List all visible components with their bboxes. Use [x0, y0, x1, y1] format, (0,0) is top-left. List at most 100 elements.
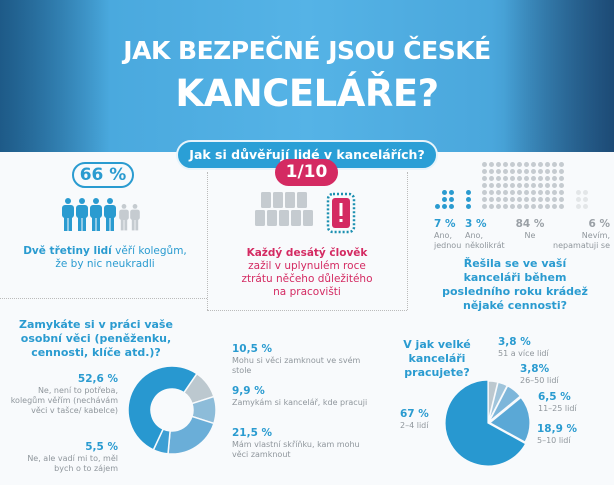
- dot: [583, 197, 588, 202]
- dot: [552, 162, 557, 167]
- dot: [552, 204, 557, 209]
- dot: [503, 204, 508, 209]
- slice: [488, 396, 531, 443]
- dot: [482, 176, 487, 181]
- dot: [538, 176, 543, 181]
- photo-left: [0, 0, 110, 152]
- slice-pct: 52,6 %: [77, 373, 118, 385]
- slice-pct: 10,5 %: [232, 343, 273, 355]
- title-line1: JAK BEZPEČNÉ JSOU ČESKÉ: [123, 36, 491, 65]
- dot: [496, 204, 501, 209]
- donut-title: Zamykáte si v práci vaše osobní věci (pe…: [19, 318, 173, 359]
- dot: [531, 183, 536, 188]
- dot: [466, 204, 471, 209]
- dot: [510, 176, 515, 181]
- dot: [489, 204, 494, 209]
- divider: [0, 298, 207, 299]
- pie-label: 3,8 % 51 a více lidí: [498, 335, 588, 359]
- dot: [482, 190, 487, 195]
- dot: [538, 204, 543, 209]
- slice-label: 5–10 lidí: [537, 436, 571, 445]
- slice: [167, 415, 215, 455]
- donut-label: 21,5 % Mám vlastní skříňku, kam mohu věci…: [232, 426, 372, 460]
- slice-pct: 67 %: [400, 408, 429, 420]
- dot: [435, 204, 440, 209]
- theft-question: Řešila se ve vaší kanceláři během posled…: [442, 257, 588, 312]
- dot: [503, 162, 508, 167]
- phone-icon: [297, 192, 307, 208]
- dot: [524, 183, 529, 188]
- dot: [559, 190, 564, 195]
- loss-text-rest: zažil v uplynulém roce ztrátu něčeho důl…: [241, 260, 373, 298]
- dot: [545, 162, 550, 167]
- theft-pct: 6 %: [588, 218, 610, 230]
- dot: [449, 197, 454, 202]
- slice: [127, 365, 198, 451]
- theft-pct: 84 %: [515, 218, 545, 230]
- person-icon: [130, 204, 140, 231]
- pie-label: 3,8% 26–50 lidí: [520, 362, 590, 386]
- dot: [545, 176, 550, 181]
- dot: [517, 176, 522, 181]
- slice-label: 11–25 lidí: [538, 404, 577, 413]
- phone-icon: [279, 210, 289, 226]
- dot: [503, 190, 508, 195]
- dot: [482, 183, 487, 188]
- phone-icon: [285, 192, 295, 208]
- dot: [545, 183, 550, 188]
- dot: [538, 190, 543, 195]
- theft-label: Ano, jednou: [434, 231, 462, 250]
- phone-icon: [267, 210, 277, 226]
- slice: [488, 381, 508, 422]
- theft-item: 7 % Ano, jednou: [434, 217, 464, 251]
- phone-icon: [255, 210, 265, 226]
- donut-label: 5,5 % Ne, ale vadí mi to, měl bych o to z…: [6, 440, 118, 474]
- dot: [517, 162, 522, 167]
- dot: [510, 169, 515, 174]
- dot: [517, 204, 522, 209]
- dot: [524, 204, 529, 209]
- title-line2: KANCELÁŘE?: [175, 72, 439, 115]
- people-icons: [62, 198, 140, 231]
- slice: [444, 379, 527, 467]
- divider: [407, 172, 408, 310]
- phone-icon: [273, 192, 283, 208]
- dot: [552, 197, 557, 202]
- slice-label: 2–4 lidí: [400, 421, 429, 430]
- donut-chart: [127, 365, 217, 455]
- slice-pct: 21,5 %: [232, 427, 273, 439]
- dot: [559, 162, 564, 167]
- dot: [442, 190, 447, 195]
- exclamation-icon: [339, 203, 343, 216]
- dot: [466, 190, 471, 195]
- person-icon: [76, 198, 88, 231]
- pie-chart: [444, 379, 531, 467]
- slice-pct: 3,8 %: [498, 336, 531, 348]
- dot: [449, 190, 454, 195]
- dot: [482, 162, 487, 167]
- dot: [466, 197, 471, 202]
- dot: [531, 190, 536, 195]
- dot: [552, 169, 557, 174]
- dot: [496, 190, 501, 195]
- dot: [524, 197, 529, 202]
- dot: [545, 204, 550, 209]
- theft-item: 3 % Ano, několikrát: [465, 217, 515, 251]
- dot: [531, 176, 536, 181]
- divider: [207, 172, 208, 310]
- theft-label: Ano, několikrát: [465, 231, 505, 250]
- dot: [531, 169, 536, 174]
- dot: [559, 204, 564, 209]
- slice-label: Mám vlastní skříňku, kam mohu věci zamkn…: [232, 440, 360, 459]
- donut-label: 10,5 % Mohu si věci zamknout ve svém stol…: [232, 342, 372, 376]
- loss-text-bold: Každý desátý člověk: [246, 247, 368, 259]
- dot: [503, 183, 508, 188]
- donut-label: 52,6 % Ne, není to potřeba, kolegům věřím…: [6, 372, 118, 416]
- dot: [545, 169, 550, 174]
- dot: [510, 197, 515, 202]
- pie-title: V jak velké kanceláři pracujete?: [403, 338, 471, 379]
- person-icon: [119, 204, 129, 231]
- dot: [496, 183, 501, 188]
- dot: [559, 176, 564, 181]
- slice-label: 26–50 lidí: [520, 376, 559, 385]
